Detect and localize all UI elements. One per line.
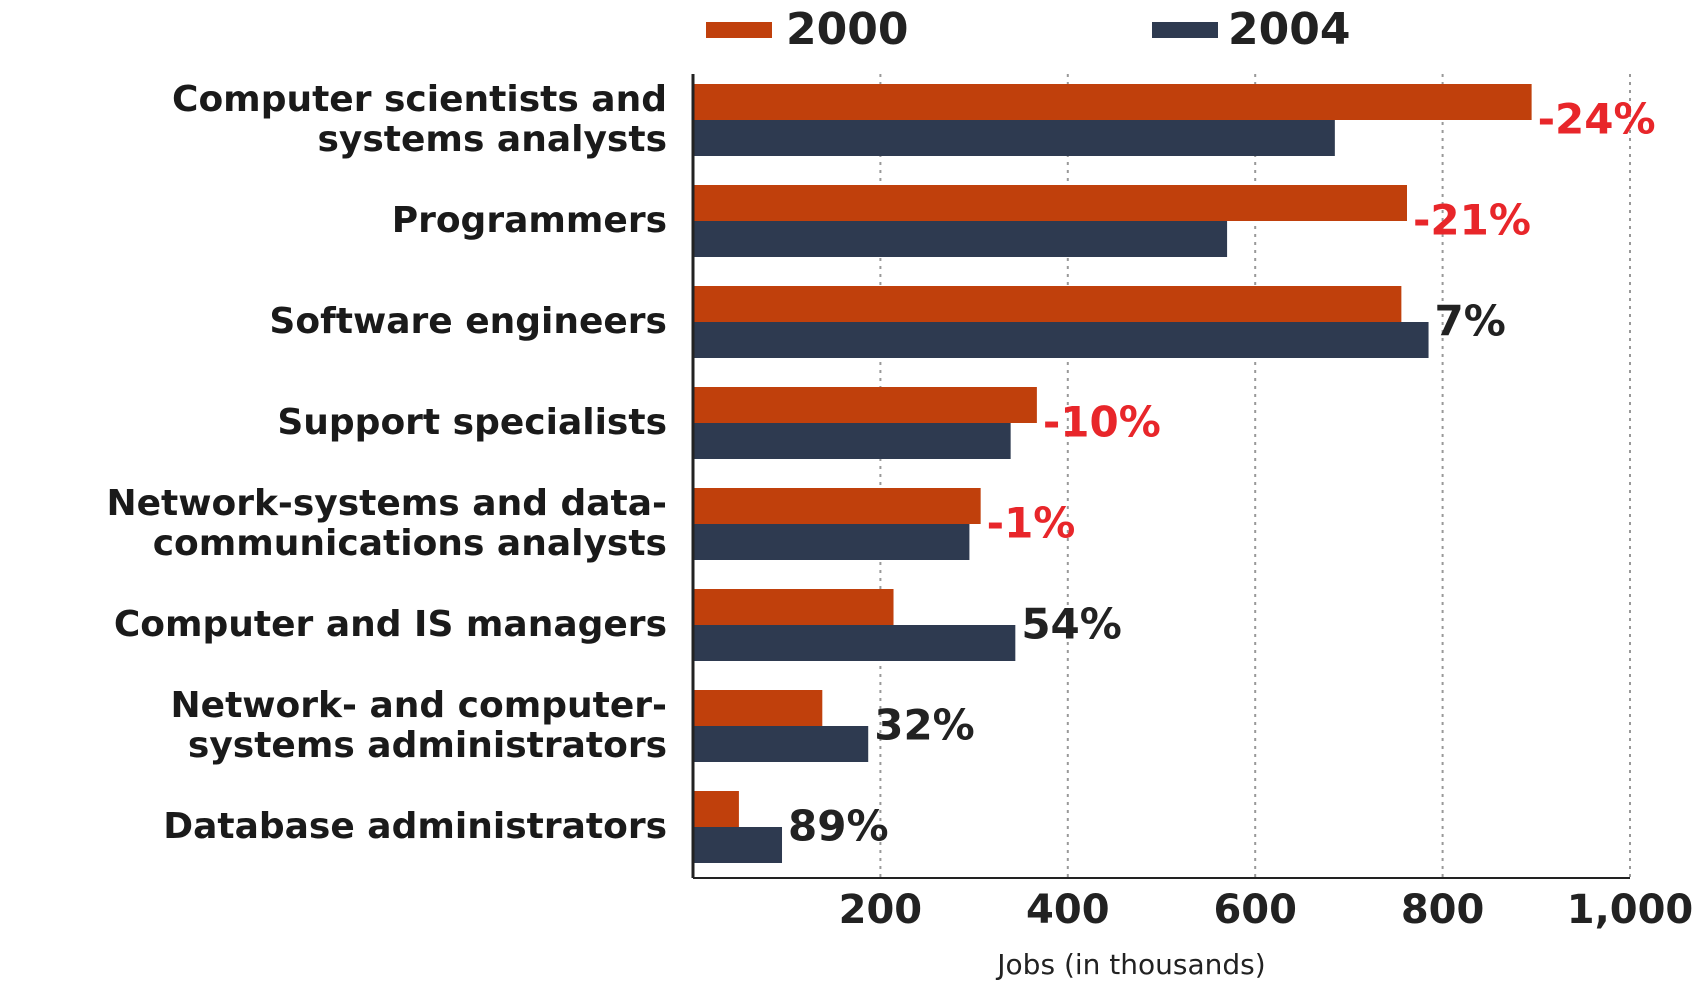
bar: [693, 827, 783, 863]
bar: [693, 84, 1532, 120]
change-label: 54%: [1021, 600, 1122, 649]
legend-swatch: [1152, 22, 1218, 38]
category-label: Support specialists: [277, 402, 667, 443]
category-label: Network- and computer- systems administr…: [170, 685, 667, 766]
change-label: -24%: [1538, 95, 1656, 144]
x-tick-label: 800: [1401, 887, 1485, 933]
bar: [693, 120, 1335, 156]
bar: [693, 589, 894, 625]
change-label: 32%: [874, 701, 975, 750]
bar: [693, 488, 981, 524]
bar: [693, 423, 1011, 459]
category-label: Programmers: [391, 200, 667, 241]
bar: [693, 286, 1402, 322]
category-label: Computer and IS managers: [113, 604, 667, 645]
change-label: 7%: [1435, 297, 1506, 346]
change-label: -1%: [987, 499, 1076, 548]
x-axis-label: Jobs (in thousands): [995, 948, 1265, 981]
x-tick-label: 1,000: [1567, 887, 1694, 933]
bar: [693, 322, 1429, 358]
change-label: -10%: [1043, 398, 1161, 447]
category-label: Software engineers: [269, 301, 667, 342]
bar: [693, 221, 1228, 257]
legend-label: 2004: [1228, 4, 1350, 55]
bar: [693, 387, 1037, 423]
change-label: 89%: [788, 802, 889, 851]
legend-label: 2000: [786, 4, 908, 55]
bar: [693, 726, 869, 762]
legend-swatch: [706, 22, 772, 38]
category-label: Computer scientists and systems analysts: [172, 79, 667, 160]
x-tick-label: 600: [1213, 887, 1297, 933]
bar: [693, 690, 823, 726]
x-tick-label: 200: [839, 887, 923, 933]
category-label: Network-systems and data- communications…: [106, 483, 667, 564]
bar: [693, 625, 1016, 661]
bar: [693, 791, 739, 827]
bar: [693, 185, 1407, 221]
category-label: Database administrators: [163, 806, 667, 847]
change-label: -21%: [1413, 196, 1531, 245]
x-tick-label: 400: [1026, 887, 1110, 933]
bar: [693, 524, 970, 560]
